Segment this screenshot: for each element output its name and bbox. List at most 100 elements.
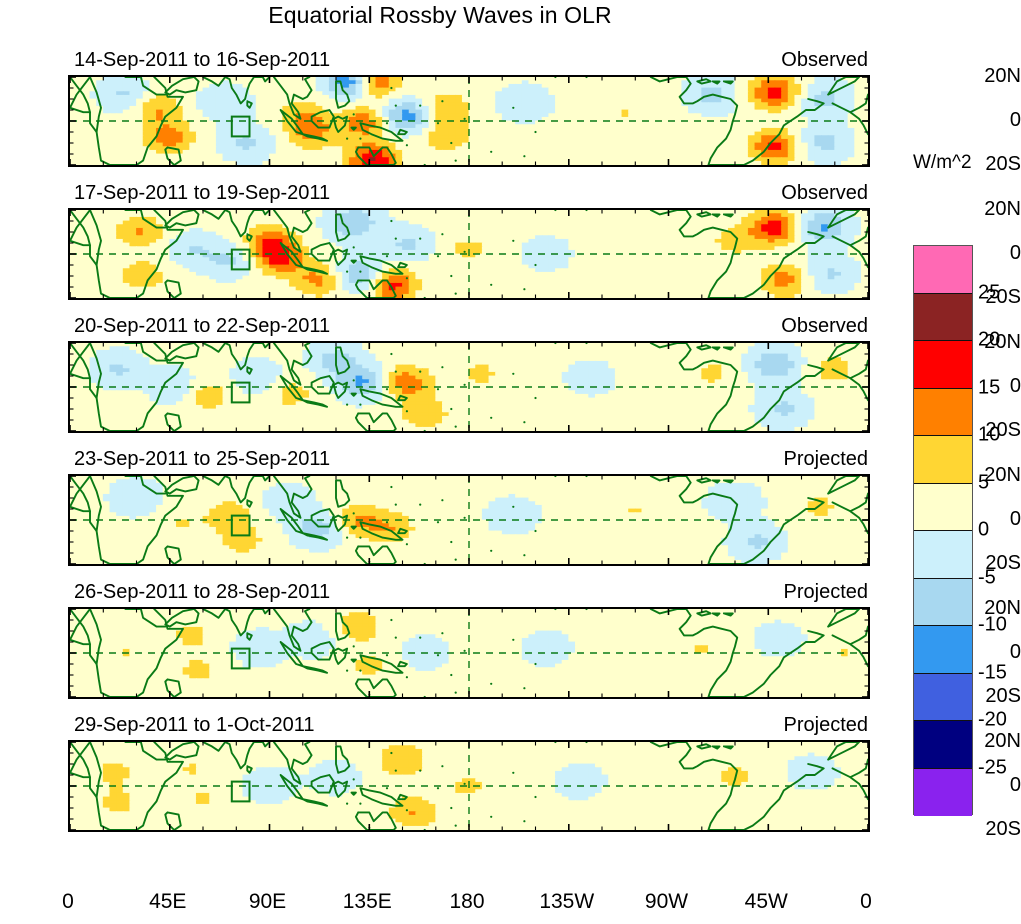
y-tick-label: 20N: [984, 597, 1021, 619]
y-tick-label: 0: [1009, 641, 1021, 663]
colorbar-tick-label: -10: [978, 613, 1007, 636]
page-title: Equatorial Rossby Waves in OLR: [268, 2, 612, 28]
colorbar: [913, 245, 973, 816]
panel-tick-marks: [70, 343, 868, 431]
panel-field-svg: [70, 343, 868, 431]
panel-date-range-label: 20-Sep-2011 to 22-Sep-2011: [74, 315, 331, 337]
y-tick-label: 0: [1009, 375, 1021, 397]
colorbar-band: [914, 436, 972, 484]
colorbar-ticks: 25 20 15 10 5 0 -5 -10 -15 -20 -25: [978, 245, 1021, 815]
y-tick-label: 20S: [985, 818, 1021, 840]
colorbar-tick-label: -20: [978, 708, 1007, 731]
olr-anomaly-field: [70, 210, 868, 298]
colorbar-band: [914, 293, 972, 341]
panel-status-label: Projected: [783, 581, 869, 603]
panel-field-svg: [70, 742, 868, 830]
x-tick-label: 0: [860, 890, 872, 913]
y-tick-label: 0: [1009, 109, 1021, 131]
panel-field-svg: [70, 210, 868, 298]
colorbar-units-label: W/m^2: [913, 152, 972, 173]
coastlines: [70, 343, 868, 431]
coastlines: [70, 609, 868, 697]
y-tick-label: 20S: [985, 419, 1021, 441]
y-tick-label: 20S: [985, 286, 1021, 308]
panel-status-label: Observed: [781, 182, 868, 204]
panel-plot-area: [68, 607, 870, 699]
coastlines: [70, 742, 868, 830]
panel-status-label: Projected: [783, 448, 869, 470]
grid-reference-lines: [70, 343, 868, 431]
olr-anomaly-field: [70, 742, 868, 830]
x-tick-label: 135W: [539, 890, 595, 913]
olr-anomaly-field: [70, 609, 868, 697]
y-tick-label: 20N: [984, 198, 1021, 220]
panel-tick-marks: [70, 77, 868, 165]
x-tick-label: 135E: [342, 890, 392, 913]
colorbar-tick-label: 20: [978, 328, 1001, 351]
colorbar-band: [914, 388, 972, 436]
panel-field-svg: [70, 609, 868, 697]
colorbar-tick-label: 25: [978, 281, 1001, 303]
panel-status-label: Projected: [783, 714, 869, 736]
panel-tick-marks: [70, 742, 868, 830]
y-tick-label: 0: [1009, 508, 1021, 530]
colorbar-tick-label: -25: [978, 756, 1007, 778]
x-tick-label: 180: [449, 890, 485, 913]
panel-tick-marks: [70, 476, 868, 564]
y-tick-label: 20S: [985, 552, 1021, 574]
grid-reference-lines: [70, 77, 868, 165]
x-tick-label: 0: [62, 890, 74, 913]
panel-tick-marks: [70, 210, 868, 298]
y-tick-label: 0: [1009, 242, 1021, 264]
panel-status-label: Observed: [781, 315, 868, 337]
y-tick-label: 20S: [985, 153, 1021, 175]
colorbar-tick-label: 0: [978, 518, 990, 541]
map-panel-4: 23-Sep-2011 to 25-Sep-2011 Projected: [68, 448, 870, 566]
y-tick-label: 20N: [984, 464, 1021, 486]
x-tick-label: 90E: [248, 890, 287, 913]
grid-reference-lines: [70, 210, 868, 298]
colorbar-tick-label: -15: [978, 661, 1007, 683]
x-axis: 0 45E 90E 135E 180 135W 90W 45W 0: [62, 884, 872, 914]
panel-date-range-label: 14-Sep-2011 to 16-Sep-2011: [74, 49, 331, 71]
colorbar-tick-label: 5: [978, 471, 990, 493]
colorbar-band: [914, 721, 972, 769]
map-panel-5: 26-Sep-2011 to 28-Sep-2011 Projected: [68, 581, 870, 699]
olr-anomaly-field: [70, 343, 868, 431]
panel-plot-area: [68, 341, 870, 433]
x-tick-label: 90W: [644, 890, 689, 913]
colorbar-band: [914, 341, 972, 389]
panel-field-svg: [70, 77, 868, 165]
colorbar-tick-label: 15: [978, 376, 1001, 398]
colorbar-band: [914, 626, 972, 674]
y-tick-label: 20N: [984, 65, 1021, 87]
y-tick-label: 0: [1009, 774, 1021, 796]
y-tick-label: 20N: [984, 331, 1021, 353]
colorbar-band: [914, 483, 972, 531]
x-tick-label: 45E: [149, 890, 187, 913]
grid-reference-lines: [70, 476, 868, 564]
y-tick-label: 20S: [985, 685, 1021, 707]
panel-plot-area: [68, 474, 870, 566]
colorbar-band: [914, 673, 972, 721]
y-tick-label: 20N: [984, 730, 1021, 752]
colorbar-band: [914, 768, 972, 816]
panel-tick-marks: [70, 609, 868, 697]
map-panel-2: 17-Sep-2011 to 19-Sep-2011 Observed: [68, 182, 870, 300]
colorbar-band: [914, 578, 972, 626]
coastlines: [70, 476, 868, 564]
coastlines: [70, 77, 868, 165]
map-panel-6: 29-Sep-2011 to 1-Oct-2011 Projected: [68, 714, 870, 832]
panel-status-label: Observed: [781, 49, 868, 71]
map-panel-3: 20-Sep-2011 to 22-Sep-2011 Observed: [68, 315, 870, 433]
colorbar-band: [914, 531, 972, 579]
panel-date-range-label: 17-Sep-2011 to 19-Sep-2011: [74, 182, 331, 204]
panel-date-range-label: 26-Sep-2011 to 28-Sep-2011: [74, 581, 331, 603]
panel-plot-area: [68, 75, 870, 167]
colorbar-tick-label: -5: [978, 566, 996, 588]
map-panel-1: 14-Sep-2011 to 16-Sep-2011 Observed: [68, 49, 870, 167]
colorbar-tick-label: 10: [978, 423, 1001, 446]
panel-date-range-label: 23-Sep-2011 to 25-Sep-2011: [74, 448, 331, 470]
panel-plot-area: [68, 740, 870, 832]
